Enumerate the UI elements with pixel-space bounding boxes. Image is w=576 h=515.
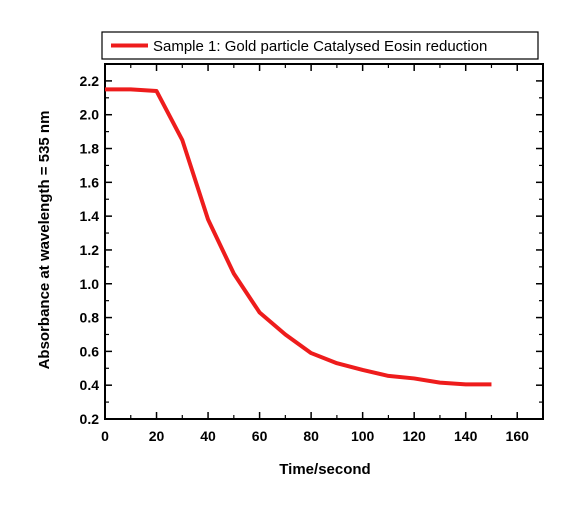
x-tick-label: 160 xyxy=(506,428,530,444)
x-tick-label: 120 xyxy=(402,428,426,444)
y-tick-label: 1.8 xyxy=(80,141,100,157)
y-axis: 0.2 0.4 0.6 0.8 1.0 1.2 1.4 1.6 1.8 2.0 2.2 xyxy=(80,73,543,427)
y-tick-label: 1.0 xyxy=(80,276,100,292)
y-tick-label: 1.6 xyxy=(80,174,100,190)
y-tick-label: 0.2 xyxy=(80,411,100,427)
y-tick-label: 0.4 xyxy=(80,377,100,393)
legend: Sample 1: Gold particle Catalysed Eosin … xyxy=(101,31,539,60)
legend-label: Sample 1: Gold particle Catalysed Eosin … xyxy=(153,38,487,55)
y-tick-label: 0.8 xyxy=(80,310,100,326)
y-tick-label: 2.2 xyxy=(80,73,100,89)
x-tick-label: 40 xyxy=(200,428,216,444)
y-tick-label: 2.0 xyxy=(80,107,100,123)
x-tick-label: 100 xyxy=(351,428,375,444)
y-tick-label: 1.4 xyxy=(80,208,100,224)
x-tick-label: 0 xyxy=(101,428,109,444)
y-tick-label: 1.2 xyxy=(80,242,100,258)
y-axis-title: Absorbance at wavelength = 535 nm xyxy=(36,111,53,370)
plot-area xyxy=(104,63,544,420)
x-axis: 0 20 40 60 80 100 120 140 160 xyxy=(101,64,529,444)
y-tick-label: 0.6 xyxy=(80,343,100,359)
legend-box xyxy=(101,31,539,60)
x-tick-label: 80 xyxy=(303,428,319,444)
x-tick-label: 20 xyxy=(149,428,165,444)
series-layer xyxy=(105,87,492,387)
x-tick-label: 140 xyxy=(454,428,478,444)
series-line xyxy=(105,87,492,387)
x-tick-label: 60 xyxy=(252,428,268,444)
x-axis-title: Time/second xyxy=(279,461,370,478)
